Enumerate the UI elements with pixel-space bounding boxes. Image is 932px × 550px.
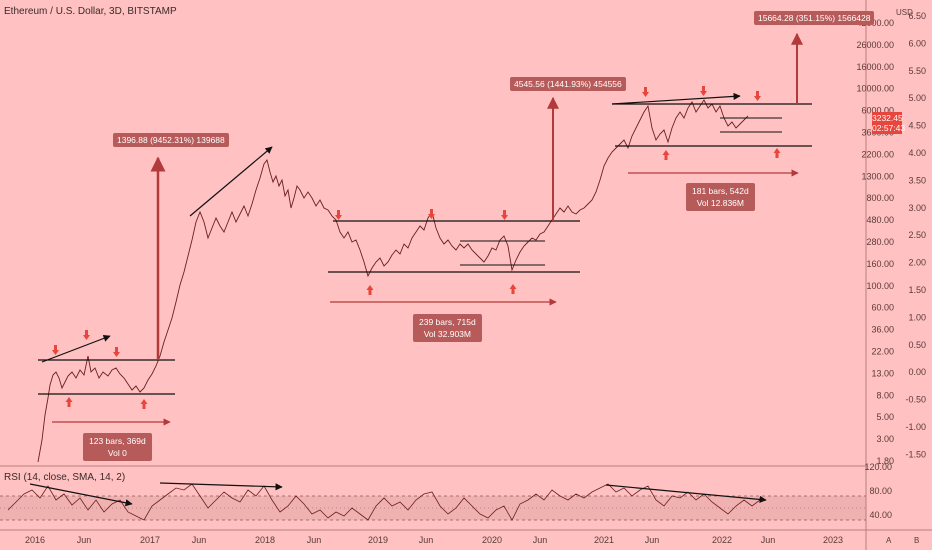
right-tick-label: 0.00 — [908, 367, 926, 377]
right-tick-label: 2.50 — [908, 230, 926, 240]
range3-box: 181 bars, 542d Vol 12.836M — [686, 183, 755, 211]
range1-box: 123 bars, 369d Vol 0 — [83, 433, 152, 461]
price-tick-label: 8.00 — [876, 390, 894, 400]
time-tick-label: Jun — [307, 535, 322, 545]
rsi-tick-label: 120.00 — [864, 462, 892, 472]
range3-bars: 181 bars, 542d — [692, 186, 749, 196]
target1-label: 1396.88 (9452.31%) 139688 — [113, 133, 229, 147]
range1-bars: 123 bars, 369d — [89, 436, 146, 446]
time-tick-label: 2017 — [140, 535, 160, 545]
price-tick-label: 22.00 — [871, 347, 894, 357]
range2-box: 239 bars, 715d Vol 32.903M — [413, 314, 482, 342]
down-arrow-icon — [52, 86, 761, 357]
rsi-title: RSI (14, close, SMA, 14, 2) — [4, 472, 126, 483]
price-tick-label: 13.00 — [871, 368, 894, 378]
right-tick-label: -1.00 — [905, 422, 926, 432]
current-price: 3232.45 — [872, 113, 903, 123]
right-tick-label: 1.00 — [908, 312, 926, 322]
right-tick-label: 4.50 — [908, 121, 926, 131]
price-tick-label: 1300.00 — [861, 171, 894, 181]
price-tick-label: 800.00 — [866, 193, 894, 203]
price-pane — [0, 0, 866, 466]
price-tick-label: 160.00 — [866, 259, 894, 269]
time-axis: 2016 Jun 2017 Jun 2018 Jun 2019 Jun 2020 Jun 2021 J… — [25, 535, 843, 545]
time-tick-label: 2022 — [712, 535, 732, 545]
right-tick-label: -0.50 — [905, 395, 926, 405]
right-axis: 6.50 6.00 5.50 5.00 4.50 4.00 3.50 3.00 2.50 2.00… — [905, 11, 926, 459]
time-tick-label: 2016 — [25, 535, 45, 545]
time-tick-label: Jun — [192, 535, 207, 545]
price-tick-label: 10000.00 — [856, 84, 894, 94]
right-tick-label: -1.50 — [905, 449, 926, 459]
right-tick-label: 1.50 — [908, 285, 926, 295]
price-tick-label: 5.00 — [876, 412, 894, 422]
range2-vol: Vol 32.903M — [423, 329, 471, 339]
symbol-title: Ethereum / U.S. Dollar, 3D, BITSTAMP — [4, 6, 177, 17]
price-tick-label: 480.00 — [866, 215, 894, 225]
range1-vol: Vol 0 — [107, 448, 127, 458]
range3-vol: Vol 12.836M — [696, 198, 744, 208]
time-tick-label: 2018 — [255, 535, 275, 545]
right-tick-label: 6.50 — [908, 11, 926, 21]
rsi-axis: 120.00 80.00 40.00 — [864, 462, 892, 520]
time-tick-label: Jun — [77, 535, 92, 545]
axis-mode-b[interactable]: B — [914, 536, 920, 545]
price-tick-label: 2200.00 — [861, 149, 894, 159]
time-tick-label: Jun — [419, 535, 434, 545]
price-tick-label: 26000.00 — [856, 40, 894, 50]
price-tick-label: 6000.00 — [861, 106, 894, 116]
time-tick-label: 2023 — [823, 535, 843, 545]
time-tick-label: Jun — [645, 535, 660, 545]
rsi-tick-label: 40.00 — [869, 510, 892, 520]
right-tick-label: 4.00 — [908, 148, 926, 158]
price-tick-label: 100.00 — [866, 281, 894, 291]
time-tick-label: Jun — [533, 535, 548, 545]
right-tick-label: 6.00 — [908, 38, 926, 48]
target2-label: 4545.56 (1441.93%) 454556 — [510, 77, 626, 91]
bar-countdown: 02:57:43 — [872, 123, 906, 133]
price-tick-label: 1.80 — [876, 456, 894, 466]
price-tick-label: 16000.00 — [856, 62, 894, 72]
price-tick-label: 36.00 — [871, 325, 894, 335]
price-tick-label: 42000.00 — [856, 18, 894, 28]
currency-label: USD — [896, 8, 913, 17]
right-tick-label: 2.00 — [908, 258, 926, 268]
axis-mode-a[interactable]: A — [886, 536, 892, 545]
price-tick-label: 280.00 — [866, 237, 894, 247]
price-line — [37, 99, 749, 463]
current-price-tag: 3232.45 02:57:43 — [872, 112, 906, 134]
up-arrow-icon — [65, 148, 781, 409]
price-tick-label: 60.00 — [871, 303, 894, 313]
time-tick-label: 2019 — [368, 535, 388, 545]
price-axis: 42000.00 26000.00 16000.00 10000.00 6000.00 3… — [856, 18, 894, 466]
time-tick-label: Jun — [761, 535, 776, 545]
time-tick-label: 2021 — [594, 535, 614, 545]
rsi-line — [7, 483, 761, 521]
rsi-tick-label: 80.00 — [869, 486, 892, 496]
target3-label: 15664.28 (351.15%) 1566428 — [754, 11, 875, 25]
right-tick-label: 0.50 — [908, 340, 926, 350]
right-tick-label: 5.50 — [908, 66, 926, 76]
price-tick-label: 3.00 — [876, 434, 894, 444]
time-tick-label: 2020 — [482, 535, 502, 545]
right-tick-label: 5.00 — [908, 93, 926, 103]
right-tick-label: 3.50 — [908, 175, 926, 185]
range2-bars: 239 bars, 715d — [419, 317, 476, 327]
right-tick-label: 3.00 — [908, 203, 926, 213]
